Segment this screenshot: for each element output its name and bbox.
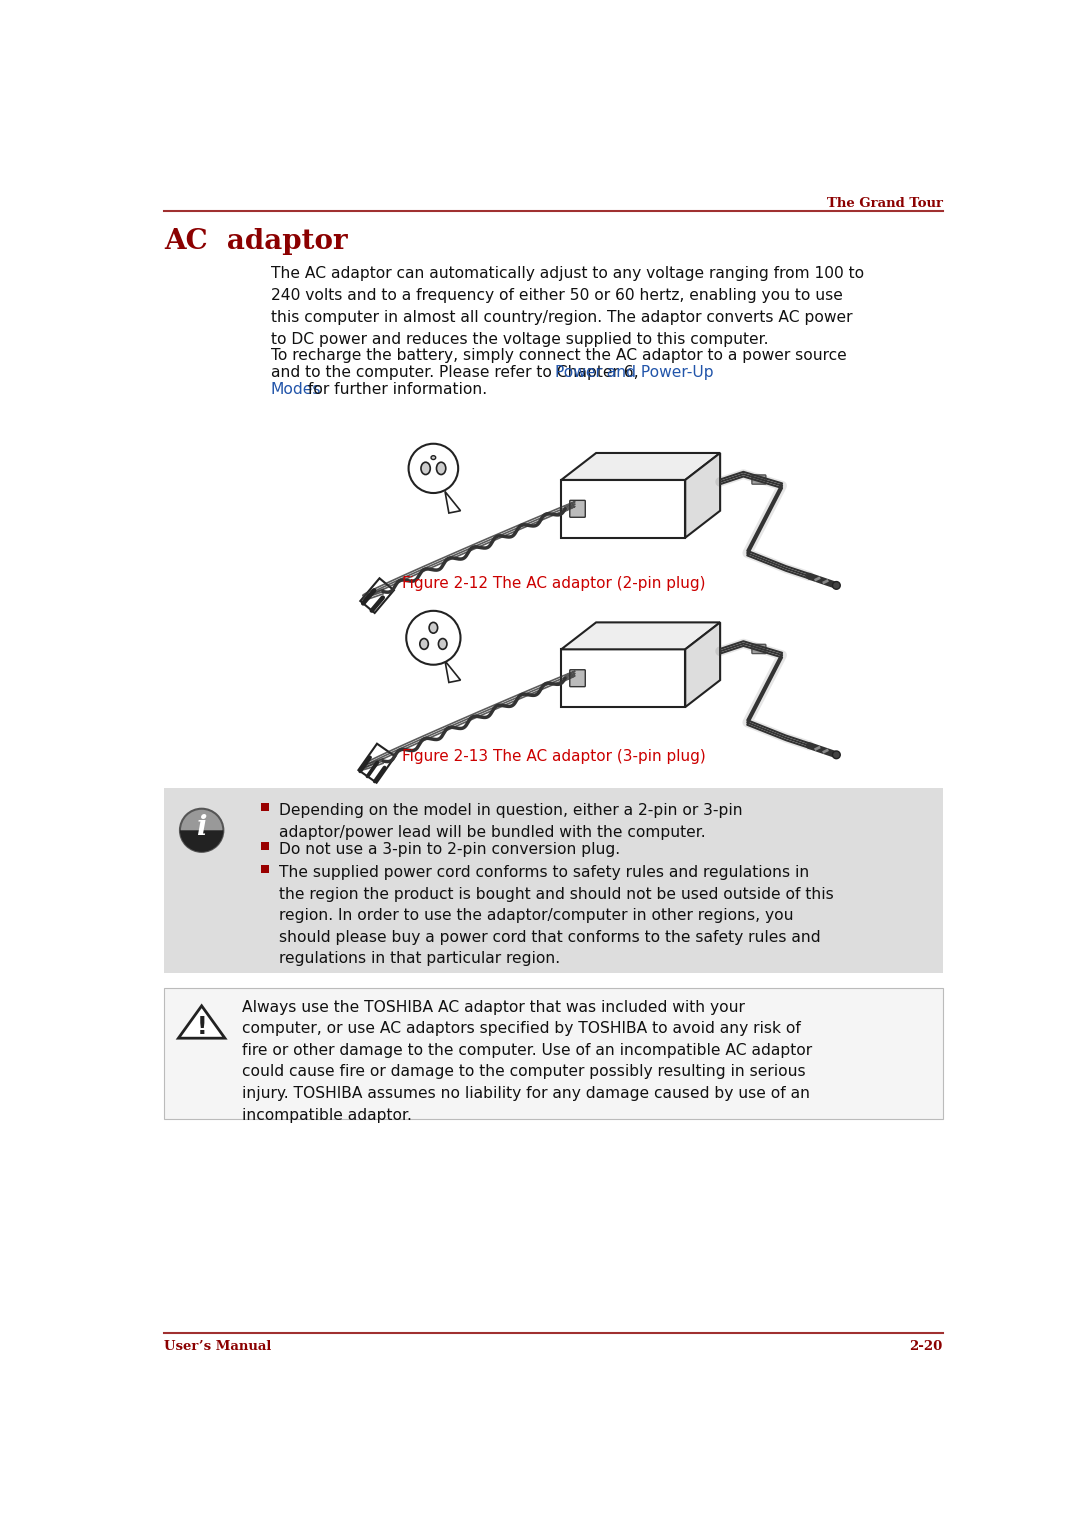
FancyBboxPatch shape	[261, 842, 269, 850]
Polygon shape	[562, 622, 720, 650]
Text: Power and Power-Up: Power and Power-Up	[555, 365, 714, 381]
FancyBboxPatch shape	[570, 670, 585, 687]
FancyBboxPatch shape	[164, 787, 943, 972]
Polygon shape	[178, 1006, 225, 1038]
Text: Do not use a 3-pin to 2-pin conversion plug.: Do not use a 3-pin to 2-pin conversion p…	[279, 842, 620, 856]
Text: !: !	[197, 1015, 207, 1038]
Polygon shape	[445, 661, 460, 682]
Text: AC  adaptor: AC adaptor	[164, 228, 348, 255]
Polygon shape	[562, 650, 685, 706]
FancyBboxPatch shape	[164, 988, 943, 1119]
Text: User’s Manual: User’s Manual	[164, 1339, 272, 1353]
Circle shape	[833, 751, 840, 758]
Text: Modes: Modes	[271, 382, 321, 398]
FancyBboxPatch shape	[261, 865, 269, 873]
Ellipse shape	[420, 639, 429, 650]
Text: Figure 2-12 The AC adaptor (2-pin plug): Figure 2-12 The AC adaptor (2-pin plug)	[402, 576, 705, 592]
Text: Figure 2-13 The AC adaptor (3-pin plug): Figure 2-13 The AC adaptor (3-pin plug)	[402, 749, 705, 764]
Polygon shape	[445, 491, 460, 514]
Text: The supplied power cord conforms to safety rules and regulations in
the region t: The supplied power cord conforms to safe…	[279, 865, 834, 966]
Text: 2-20: 2-20	[909, 1339, 943, 1353]
Text: for further information.: for further information.	[303, 382, 487, 398]
Circle shape	[408, 443, 458, 492]
Polygon shape	[685, 622, 720, 706]
Polygon shape	[359, 743, 395, 783]
Text: i: i	[197, 815, 207, 841]
FancyBboxPatch shape	[752, 644, 766, 653]
Text: Depending on the model in question, either a 2-pin or 3-pin
adaptor/power lead w: Depending on the model in question, eith…	[279, 803, 743, 839]
Polygon shape	[361, 578, 394, 613]
FancyBboxPatch shape	[570, 500, 585, 517]
Polygon shape	[685, 453, 720, 538]
Circle shape	[180, 809, 224, 852]
Ellipse shape	[429, 622, 437, 633]
Text: The AC adaptor can automatically adjust to any voltage ranging from 100 to
240 v: The AC adaptor can automatically adjust …	[271, 266, 864, 347]
Polygon shape	[562, 453, 720, 480]
FancyBboxPatch shape	[752, 476, 766, 485]
Ellipse shape	[431, 456, 435, 460]
Circle shape	[833, 581, 840, 589]
Text: and to the computer. Please refer to Chapter 6,: and to the computer. Please refer to Cha…	[271, 365, 643, 381]
Text: The Grand Tour: The Grand Tour	[826, 197, 943, 209]
Ellipse shape	[438, 639, 447, 650]
Wedge shape	[180, 830, 224, 852]
Text: To recharge the battery, simply connect the AC adaptor to a power source: To recharge the battery, simply connect …	[271, 349, 847, 364]
Ellipse shape	[421, 462, 430, 474]
Ellipse shape	[436, 462, 446, 474]
Text: Always use the TOSHIBA AC adaptor that was included with your
computer, or use A: Always use the TOSHIBA AC adaptor that w…	[242, 1000, 812, 1122]
Polygon shape	[562, 480, 685, 538]
FancyBboxPatch shape	[261, 803, 269, 810]
Circle shape	[406, 610, 460, 665]
